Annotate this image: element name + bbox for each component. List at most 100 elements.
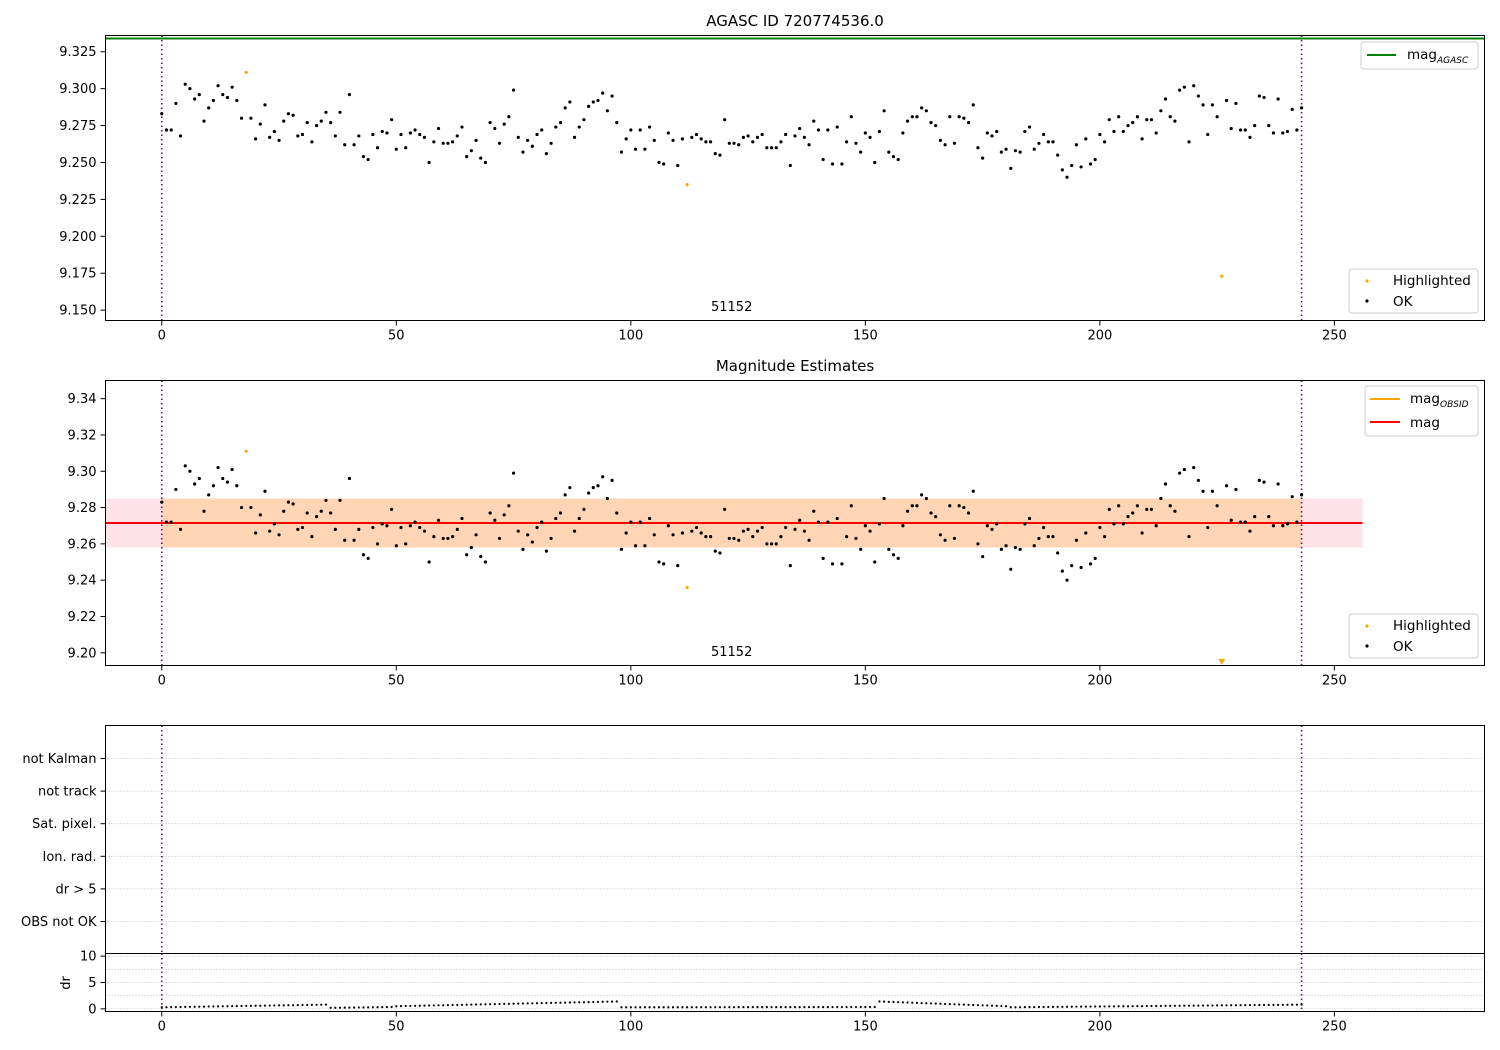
y-tick-label: 9.32 (68, 428, 97, 443)
ok-point (943, 538, 947, 542)
dr-point (1023, 1006, 1026, 1009)
ok-point (1299, 106, 1304, 110)
flag-category-label: not Kalman (22, 752, 96, 767)
ok-point (638, 520, 642, 524)
dr-point (1089, 1005, 1092, 1008)
ok-point (723, 118, 727, 122)
agasc-legend-lower: Highlighted OK (1348, 268, 1479, 314)
dr-plot-area (105, 953, 1485, 1012)
x-tick-label: 150 (853, 674, 878, 689)
ok-point (929, 511, 933, 515)
ok-point (249, 505, 253, 510)
ok-point (1154, 131, 1158, 135)
dr-point (338, 1006, 342, 1009)
dr-point (981, 1004, 984, 1007)
y-tick-label: 9.225 (59, 193, 96, 208)
ok-point (835, 125, 839, 129)
ok-point (830, 562, 835, 566)
ok-point (375, 146, 380, 150)
ok-point (882, 496, 886, 501)
ok-point (507, 115, 511, 119)
ok-point (1056, 153, 1060, 157)
ok-point (310, 140, 314, 144)
ok-point (812, 119, 816, 123)
ok-point (779, 535, 783, 539)
y-tick-label: 10 (80, 950, 97, 965)
ok-point (746, 527, 750, 531)
figure-title: AGASC ID 720774536.0 (706, 12, 884, 30)
dr-point (775, 1006, 778, 1009)
dr-point (179, 1005, 182, 1009)
ok-point (966, 511, 971, 515)
ok-point (216, 84, 220, 88)
estimates-legend-lower: Highlighted OK (1348, 613, 1479, 659)
dr-point (1183, 1004, 1186, 1007)
agasc-y-axis: 9.150 9.175 9.200 9.225 9.250 9.275 9.300 9.325 (59, 45, 106, 319)
dr-point (188, 1005, 192, 1008)
dr-point (718, 1006, 722, 1009)
dr-point (962, 1003, 965, 1006)
dr-point (643, 1006, 647, 1009)
ok-point (160, 112, 164, 116)
dr-point (498, 1002, 501, 1006)
ok-point (202, 509, 206, 513)
ok-point (826, 128, 830, 132)
ok-point (718, 551, 722, 555)
ok-point (164, 520, 169, 524)
dr-point (634, 1006, 637, 1009)
ok-point (976, 146, 980, 150)
dr-point (371, 1006, 374, 1009)
ok-point (615, 121, 619, 125)
ok-point (1210, 103, 1215, 107)
ok-point (1271, 131, 1276, 135)
agasc-x-axis: 0 50 100 150 200 250 (158, 320, 1347, 344)
ok-point (1243, 128, 1247, 132)
ok-point (1107, 118, 1111, 122)
ok-point (1159, 109, 1163, 113)
ok-point (1056, 551, 1060, 555)
agasc-panel: AGASC ID 720774536.0 0 50 100 150 200 250 9.1… (59, 12, 1485, 344)
dr-point (428, 1004, 431, 1007)
ok-point (849, 504, 853, 508)
highlighted-point (244, 70, 248, 75)
ok-point (746, 134, 750, 138)
ok-point (591, 486, 595, 490)
dr-point (732, 1006, 736, 1009)
dr-point (385, 1005, 389, 1009)
ok-point (183, 464, 187, 468)
ok-point (1023, 129, 1027, 134)
dr-point (629, 1006, 632, 1009)
dr-point (986, 1004, 989, 1007)
estimates-axes-frame (105, 380, 1485, 666)
dr-point (1075, 1005, 1078, 1008)
y-tick-label: 9.175 (59, 267, 96, 282)
ok-point (737, 538, 741, 542)
dr-point (437, 1004, 440, 1007)
dr-point (671, 1006, 675, 1009)
ok-point (938, 138, 943, 142)
ok-point (268, 135, 272, 139)
dr-point (615, 1000, 618, 1003)
ok-point (1098, 132, 1102, 137)
ok-point (221, 476, 225, 481)
ok-point (488, 121, 492, 125)
ok-point (596, 484, 600, 488)
ok-point (1187, 535, 1191, 539)
ok-point (188, 469, 192, 473)
dr-point (381, 1006, 384, 1009)
ok-point (526, 533, 530, 537)
x-tick-label: 200 (1087, 1020, 1112, 1035)
ok-point (1070, 163, 1074, 168)
dr-point (235, 1004, 238, 1008)
ok-point (164, 128, 169, 132)
ok-point (732, 141, 736, 145)
ok-point (1107, 507, 1111, 511)
x-tick-label: 100 (618, 329, 643, 344)
ok-point (1163, 97, 1168, 101)
ok-point (690, 529, 694, 533)
dr-point (1084, 1005, 1087, 1008)
flag-category-label: Ion. rad. (43, 850, 97, 865)
ok-point (450, 140, 455, 144)
ok-point (788, 564, 792, 568)
legend-mag-agasc: magAGASC (1407, 47, 1469, 66)
